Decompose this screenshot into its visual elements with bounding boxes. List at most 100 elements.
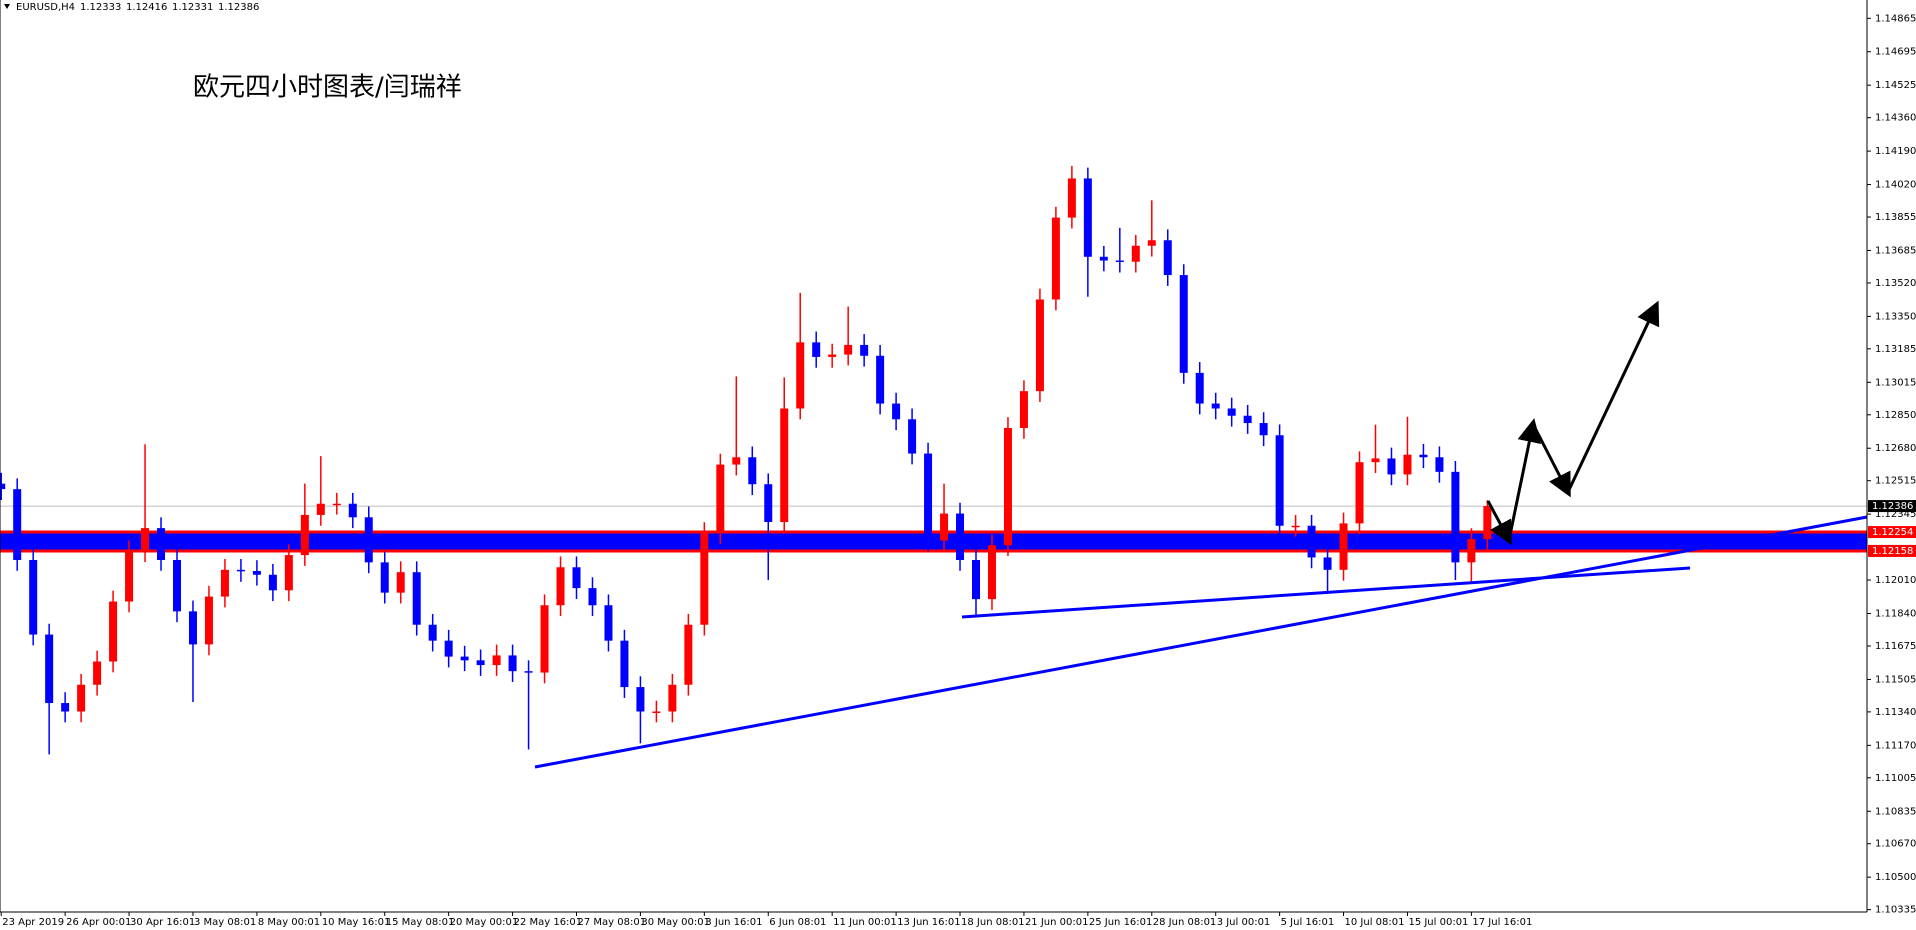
candle-body (188, 611, 197, 645)
candle-body (620, 640, 629, 688)
candle-layer (0, 165, 1492, 755)
x-tick-label: 15 May 08:01 (386, 917, 455, 928)
candle-body (780, 408, 789, 523)
y-tick-label: 1.14190 (1875, 146, 1916, 157)
candle-body (0, 483, 6, 490)
x-tick-label: 3 May 08:01 (194, 917, 256, 928)
price-label: 1.12254 (1872, 527, 1913, 538)
x-tick-label: 6 Jun 08:01 (769, 917, 826, 928)
candle-body (1163, 240, 1172, 276)
candle-body (844, 344, 853, 355)
candle-body (700, 533, 709, 625)
x-tick-label: 17 Jul 16:01 (1472, 917, 1532, 928)
candle-body (636, 687, 645, 712)
candle-body (45, 634, 54, 704)
x-tick-label: 10 May 16:01 (322, 917, 391, 928)
candle-body (1387, 458, 1396, 475)
y-tick-label: 1.10335 (1875, 905, 1916, 916)
candle-body (125, 551, 134, 602)
candle-body (540, 605, 549, 673)
candle-body (1307, 525, 1316, 558)
y-tick-label: 1.11505 (1875, 674, 1916, 685)
x-tick-label: 30 May 00:01 (641, 917, 710, 928)
y-tick-label: 1.13350 (1875, 311, 1916, 322)
candle-body (204, 596, 213, 645)
candle-body (1467, 539, 1476, 563)
y-tick-label: 1.14525 (1875, 80, 1916, 91)
x-tick-label: 5 Jul 16:01 (1281, 917, 1335, 928)
price-label: 1.12386 (1872, 501, 1913, 512)
price-label-box (1868, 500, 1916, 513)
candle-body (492, 655, 501, 666)
y-tick-label: 1.12345 (1875, 509, 1916, 520)
y-tick-label: 1.12680 (1875, 443, 1916, 454)
candle-body (1227, 408, 1236, 416)
candle-body (956, 513, 965, 560)
candle-body (924, 453, 933, 541)
x-tick-label: 8 May 00:01 (258, 917, 320, 928)
y-tick-label: 1.11170 (1875, 740, 1916, 751)
candle-body (1051, 217, 1060, 300)
candle-body (1355, 462, 1364, 524)
candle-body (1243, 415, 1252, 424)
title-value: 1.12416 (126, 2, 167, 13)
candle-body (908, 419, 917, 454)
x-tick-label: 27 May 08:01 (578, 917, 647, 928)
y-tick-label: 1.13520 (1875, 278, 1916, 289)
candle-body (940, 513, 949, 541)
price-label-box (1868, 544, 1916, 557)
candle-body (1483, 506, 1492, 540)
candle-body (860, 344, 869, 356)
x-tick-label: 13 Jun 16:01 (897, 917, 961, 928)
x-tick-label: 26 Apr 00:01 (66, 917, 131, 928)
candle-body (109, 601, 118, 662)
forecast-arrow (1531, 423, 1571, 498)
candle-body (1419, 454, 1428, 458)
candle-body (1067, 178, 1076, 218)
candle-body (1451, 471, 1460, 563)
x-tick-label: 3 Jul 00:01 (1217, 917, 1271, 928)
x-tick-label: 11 Jun 00:01 (833, 917, 897, 928)
candle-body (316, 503, 325, 515)
candle-body (1035, 299, 1044, 392)
candle-body (396, 572, 405, 593)
candle-body (29, 559, 38, 635)
y-tick-label: 1.12850 (1875, 410, 1916, 421)
candle-body (252, 571, 261, 575)
title-value: 1.12331 (172, 2, 213, 13)
y-tick-label: 1.10835 (1875, 806, 1916, 817)
candle-body (1371, 458, 1380, 463)
y-tick-label: 1.11340 (1875, 707, 1916, 718)
candle-body (1291, 525, 1300, 528)
candle-body (220, 569, 229, 597)
candle-body (972, 559, 980, 600)
symbol-menu-icon (4, 4, 10, 9)
x-tick-label: 21 Jun 00:01 (1025, 917, 1089, 928)
candle-body (572, 567, 581, 589)
candle-body (812, 342, 821, 357)
trend-line (961, 566, 1691, 619)
candle-body (460, 656, 469, 661)
title-value: 1.12333 (80, 2, 121, 13)
candle-body (716, 464, 725, 534)
candle-body (732, 457, 741, 465)
price-label-box (1868, 526, 1916, 539)
price-label: 1.12158 (1872, 546, 1913, 557)
candle-body (828, 354, 837, 357)
candle-body (1019, 391, 1028, 428)
y-tick-label: 1.10500 (1875, 872, 1916, 883)
y-tick-label: 1.14020 (1875, 180, 1916, 191)
candle-body (1435, 457, 1444, 472)
candle-body (77, 684, 86, 712)
x-tick-label: 23 Apr 2019 (2, 917, 64, 928)
candle-body (1003, 427, 1012, 546)
candle-body (652, 711, 661, 713)
y-tick-label: 1.11675 (1875, 641, 1916, 652)
y-tick-label: 1.12010 (1875, 575, 1916, 586)
candle-body (1179, 275, 1188, 373)
x-tick-label: 3 Jun 16:01 (705, 917, 762, 928)
candle-body (1083, 178, 1092, 257)
y-tick-label: 1.12515 (1875, 476, 1916, 487)
